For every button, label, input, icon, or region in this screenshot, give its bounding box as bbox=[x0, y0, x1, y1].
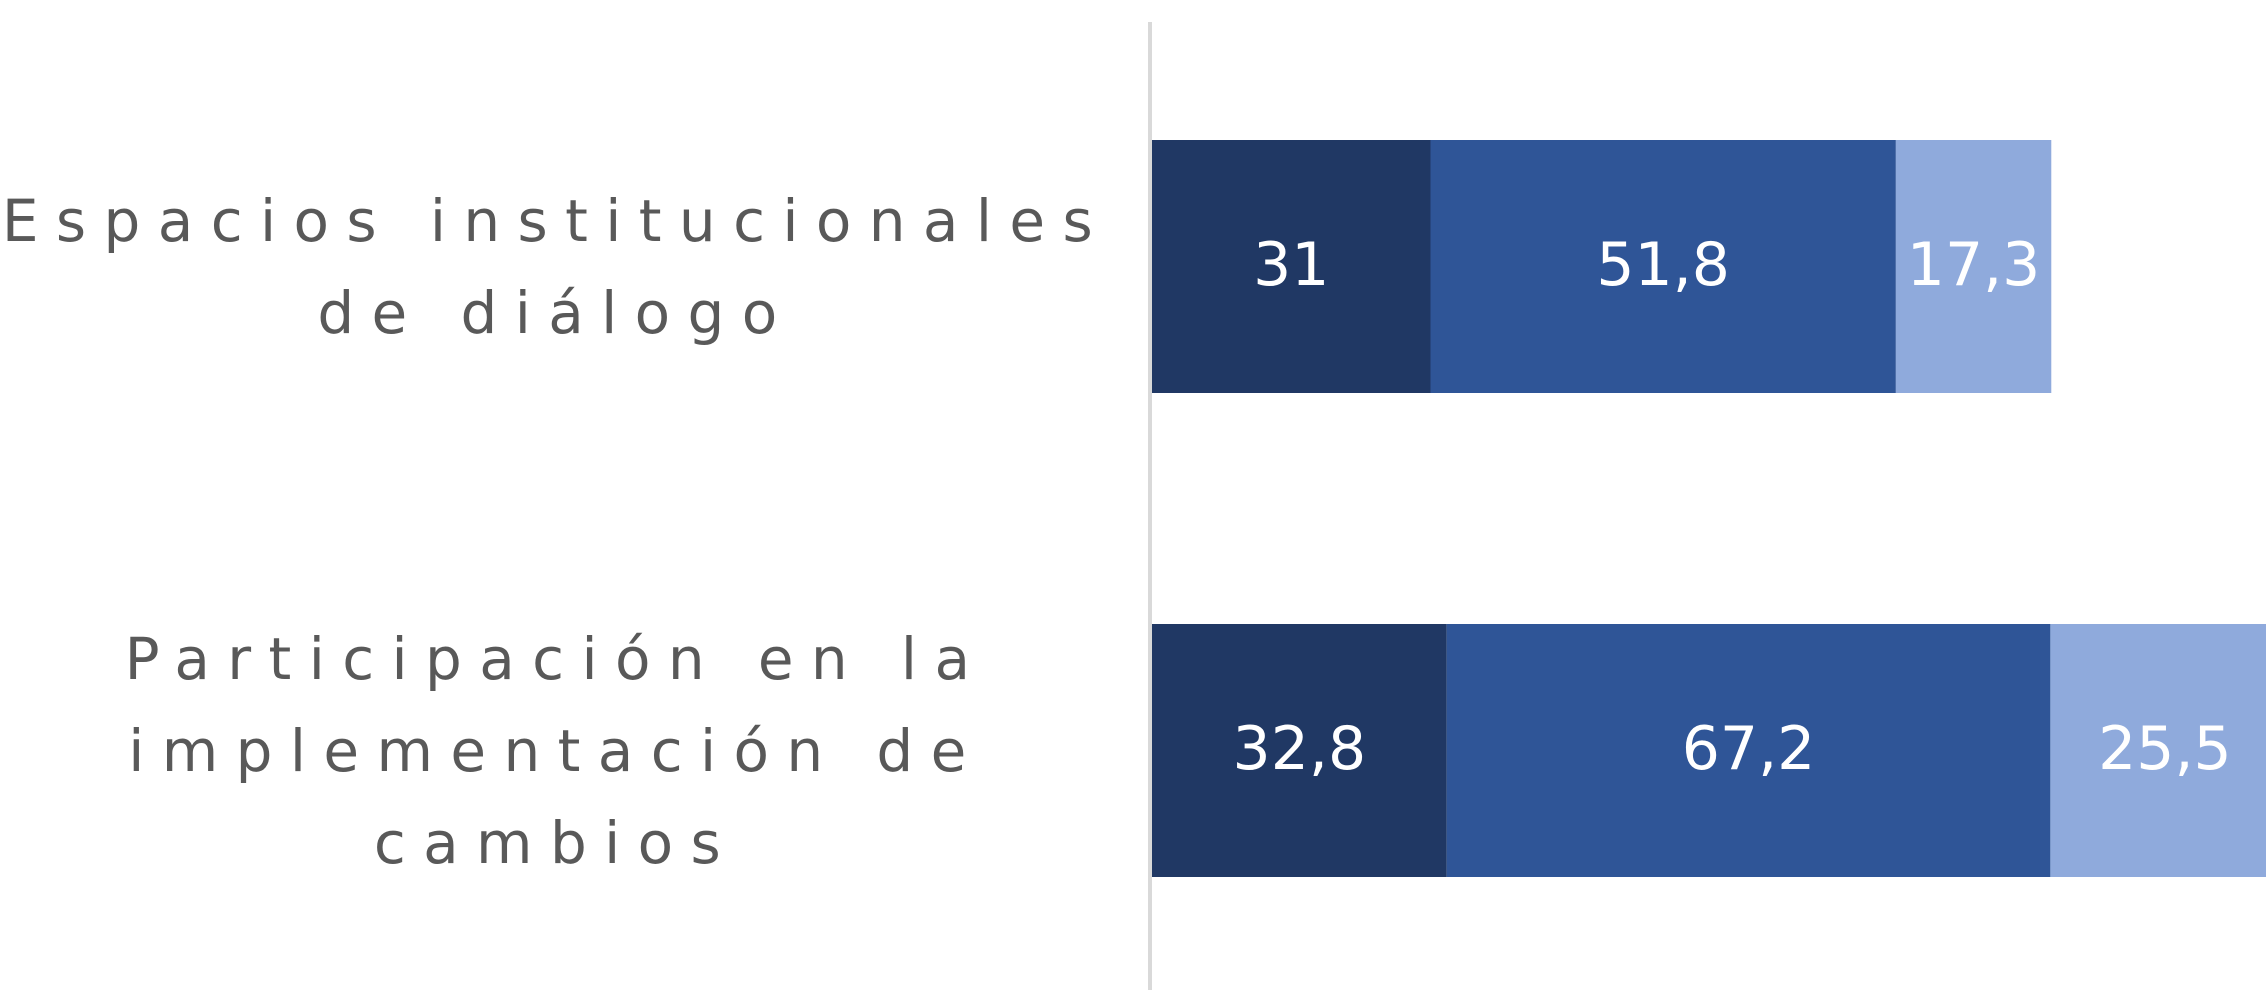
y-tick-label: Espacios institucionales de diálogo bbox=[1, 186, 1111, 347]
bar-segment bbox=[2050, 624, 2266, 877]
y-tick-label: Participación en la implementación de ca… bbox=[124, 624, 988, 877]
data-label: 51,8 bbox=[1596, 230, 1730, 300]
bar-segment bbox=[1152, 624, 1447, 877]
bar-segment bbox=[1430, 140, 1896, 393]
bar-segment bbox=[1446, 624, 2051, 877]
data-label: 67,2 bbox=[1682, 714, 1816, 784]
data-label: 25,5 bbox=[2098, 714, 2232, 784]
bar-segment bbox=[1895, 140, 2052, 393]
data-label: 17,3 bbox=[1907, 230, 2041, 300]
bar-segment bbox=[1152, 140, 1431, 393]
data-label: 31 bbox=[1253, 230, 1329, 300]
data-label: 32,8 bbox=[1233, 714, 1367, 784]
